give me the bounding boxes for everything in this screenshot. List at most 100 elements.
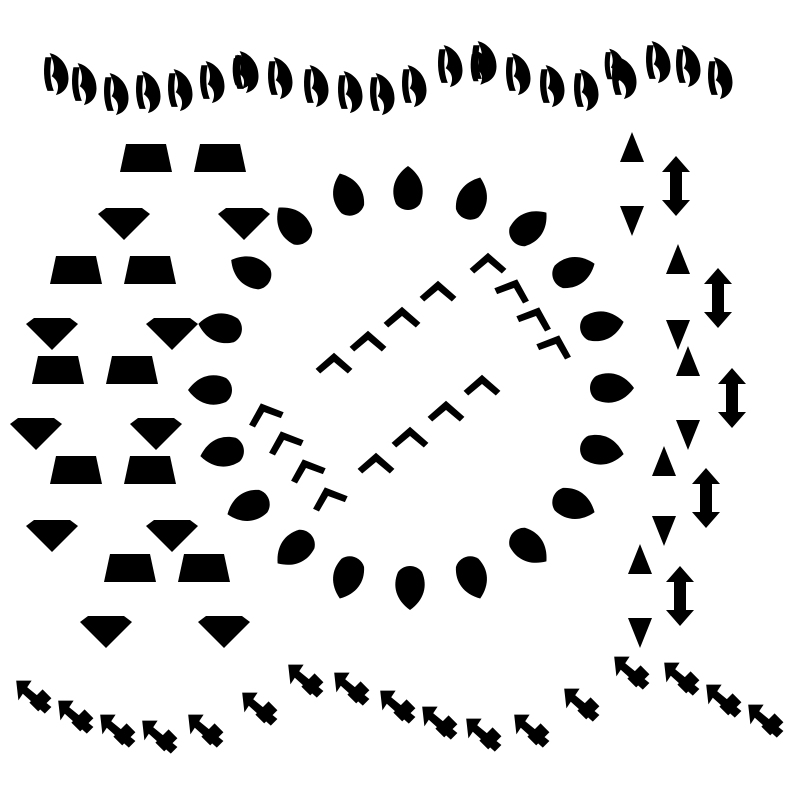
chevron: [494, 279, 529, 304]
hook-glyph: [506, 53, 531, 96]
leaf-blob: [455, 177, 487, 220]
leaf-blob: [200, 436, 244, 467]
triangle-down-icon: [628, 618, 652, 648]
trapezoid-shape: [124, 456, 176, 484]
chevron: [463, 374, 501, 396]
bottom-wave-arrows: [16, 656, 784, 754]
leaf-blob: [333, 556, 365, 599]
trapezoid-shape: [194, 144, 246, 172]
gem-shape: [98, 208, 150, 240]
triangle-up-icon: [666, 244, 690, 274]
hook-glyph: [268, 57, 293, 100]
left-cluster-gems: [10, 144, 270, 648]
gem-shape: [80, 616, 132, 648]
gem-shape: [10, 418, 62, 450]
gem-shape: [146, 520, 198, 552]
hook-glyph: [44, 53, 69, 96]
leaf-blob: [552, 257, 595, 289]
trapezoid-shape: [124, 256, 176, 284]
chevron: [269, 431, 304, 456]
leaf-blob: [580, 434, 624, 465]
double-arrow-icon: [704, 268, 732, 328]
leaf-blob: [395, 566, 425, 610]
double-arrow-icon: [718, 368, 746, 428]
triangle-down-icon: [676, 420, 700, 450]
diagonal-arrow-icon: [58, 700, 94, 734]
inner-chevron-diamond: [249, 252, 571, 512]
chevron: [313, 487, 348, 512]
chevron: [249, 403, 284, 428]
leaf-blob: [455, 556, 487, 599]
hook-glyph: [338, 71, 363, 114]
diagonal-arrow-icon: [380, 690, 416, 724]
chevron: [383, 306, 421, 328]
leaf-blob: [590, 373, 634, 403]
trapezoid-shape: [106, 356, 158, 384]
leaf-blob: [333, 173, 365, 216]
diagonal-arrow-icon: [242, 692, 278, 726]
hook-glyph: [676, 45, 701, 88]
hook-glyph: [72, 63, 97, 106]
chevron: [291, 459, 326, 484]
leaf-blob: [277, 207, 313, 245]
hook-glyph: [646, 41, 671, 84]
diagonal-arrow-icon: [614, 656, 650, 690]
trapezoid-shape: [50, 456, 102, 484]
double-arrow-icon: [662, 156, 690, 216]
gem-shape: [146, 318, 198, 350]
diagonal-arrow-icon: [466, 718, 502, 752]
hook-glyph: [402, 65, 427, 108]
chevron: [357, 452, 395, 474]
hook-glyph: [574, 69, 599, 112]
double-arrow-icon: [666, 566, 694, 626]
triangle-up-icon: [628, 544, 652, 574]
triangle-down-icon: [666, 320, 690, 350]
diagonal-arrow-icon: [16, 680, 52, 714]
diagonal-arrow-icon: [334, 672, 370, 706]
triangle-down-icon: [620, 206, 644, 236]
hook-glyph: [136, 71, 161, 114]
right-column-arrows: [620, 132, 746, 648]
gem-shape: [198, 616, 250, 648]
hook-glyph: [438, 45, 463, 88]
trapezoid-shape: [178, 554, 230, 582]
diagonal-arrow-icon: [664, 662, 700, 696]
chevron: [536, 335, 571, 360]
gem-shape: [130, 418, 182, 450]
trapezoid-shape: [120, 144, 172, 172]
trapezoid-shape: [32, 356, 84, 384]
diagonal-arrow-icon: [564, 688, 600, 722]
top-row-hooks: [44, 41, 733, 116]
triangle-up-icon: [620, 132, 644, 162]
leaf-blob: [188, 375, 232, 405]
hook-glyph: [200, 61, 225, 104]
leaf-blob: [231, 256, 272, 290]
chevron: [469, 252, 507, 274]
chevron: [315, 352, 353, 374]
diagonal-arrow-icon: [142, 720, 178, 754]
triangle-down-icon: [652, 516, 676, 546]
hook-glyph: [604, 48, 625, 83]
chevron: [391, 426, 429, 448]
gem-shape: [218, 208, 270, 240]
diagonal-arrow-icon: [706, 684, 742, 718]
gem-shape: [26, 520, 78, 552]
leaf-blob: [393, 166, 423, 210]
diagonal-arrow-icon: [748, 704, 784, 738]
gem-shape: [26, 318, 78, 350]
leaf-blob: [580, 311, 624, 342]
diagonal-arrow-icon: [100, 714, 136, 748]
leaf-blob: [198, 313, 242, 344]
leaf-blob: [277, 529, 315, 565]
leaf-blob: [552, 487, 595, 519]
diagonal-arrow-icon: [188, 714, 224, 748]
hook-glyph: [370, 73, 395, 116]
hook-glyph: [304, 65, 329, 108]
diagonal-arrow-icon: [514, 714, 550, 748]
hook-glyph: [470, 50, 491, 85]
chevron: [516, 307, 551, 332]
triangle-up-icon: [676, 346, 700, 376]
leaf-blob: [509, 211, 547, 247]
